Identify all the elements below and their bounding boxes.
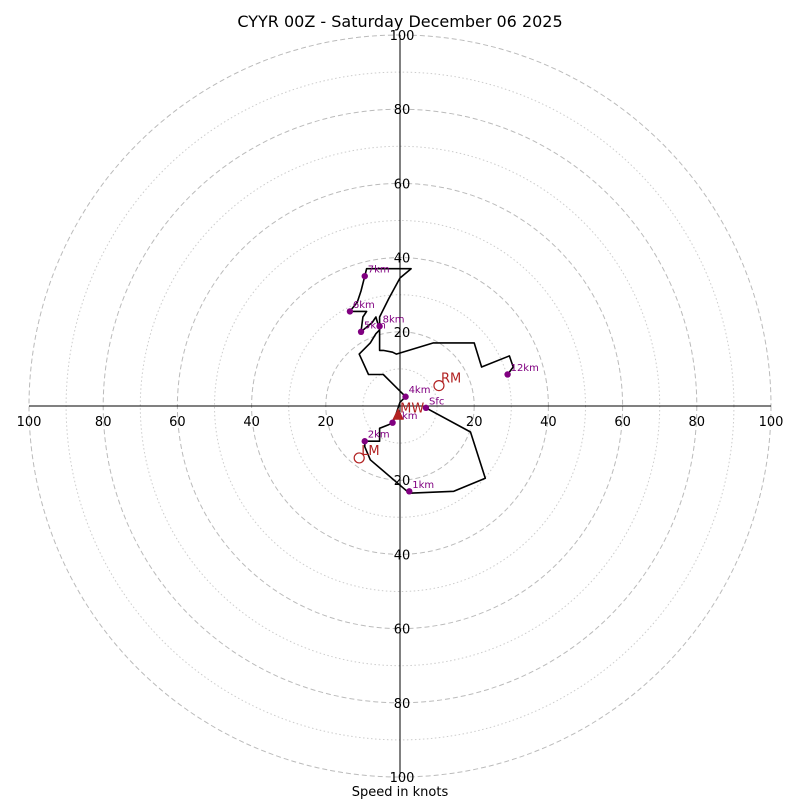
axes — [29, 35, 771, 777]
height-point-8km — [376, 323, 383, 330]
storm-motion-mw-marker — [392, 408, 404, 420]
height-point-3km — [389, 419, 396, 426]
hodograph-trace-layer — [349, 267, 514, 494]
y-tick-label: 20 — [394, 474, 411, 489]
y-tick-label: 20 — [394, 326, 411, 341]
height-label-4km: 4km — [409, 385, 431, 396]
y-tick-label: 100 — [390, 29, 415, 44]
height-label-6km: 6km — [353, 300, 375, 311]
x-tick-label: 40 — [243, 415, 260, 430]
y-tick-label: 40 — [394, 548, 411, 563]
x-tick-label: 80 — [95, 415, 112, 430]
storm-motion-rm-label: RM — [441, 372, 461, 387]
height-label-7km: 7km — [368, 265, 390, 276]
storm-motion-lm-label: LM — [361, 444, 379, 459]
height-label-8km: 8km — [383, 315, 405, 326]
x-axis-label: Speed in knots — [352, 785, 449, 800]
height-point-5km — [357, 328, 365, 335]
height-points-layer: Sfc 1km 2km 3km 4km 5km 6km 7km 8km 12km — [346, 265, 539, 495]
x-axis-ticks: 100 80 60 40 20 20 40 60 80 100 — [17, 415, 784, 430]
x-tick-label: 100 — [759, 415, 784, 430]
height-point-Sfc — [422, 404, 430, 412]
height-label-1km: 1km — [412, 480, 434, 491]
height-label-2km: 2km — [368, 430, 390, 441]
height-point-12km — [504, 371, 511, 378]
height-point-7km — [361, 272, 368, 280]
x-tick-label: 20 — [466, 415, 483, 430]
height-point-4km — [402, 393, 409, 400]
hodograph-trace — [349, 267, 514, 494]
storm-motion-rm-marker — [433, 379, 445, 392]
x-tick-label: 80 — [689, 415, 706, 430]
x-tick-label: 60 — [614, 415, 631, 430]
y-axis-ticks: 100 80 60 40 20 20 40 60 80 100 — [390, 29, 415, 786]
storm-motion-lm-marker — [353, 452, 365, 464]
height-point-2km — [361, 438, 368, 445]
height-point-6km — [346, 308, 354, 315]
height-label-3km: 3km — [396, 411, 418, 422]
x-tick-label: 20 — [318, 415, 335, 430]
y-tick-label: 100 — [390, 771, 415, 786]
chart-title: CYYR 00Z - Saturday December 06 2025 — [237, 12, 562, 31]
x-tick-label: 60 — [169, 415, 186, 430]
y-tick-label: 60 — [394, 623, 411, 638]
y-tick-label: 40 — [394, 252, 411, 267]
y-tick-label: 80 — [394, 103, 411, 118]
height-point-1km — [406, 488, 413, 495]
height-label-Sfc: Sfc — [429, 396, 444, 407]
y-tick-label: 60 — [394, 177, 411, 192]
height-label-12km: 12km — [511, 363, 539, 374]
x-tick-label: 100 — [17, 415, 42, 430]
y-tick-label: 80 — [394, 697, 411, 712]
x-tick-label: 40 — [540, 415, 557, 430]
height-label-5km: 5km — [364, 320, 386, 331]
storm-motion-mw-label: MW — [400, 401, 424, 416]
storm-motion-layer: RM LM MW — [353, 372, 461, 464]
